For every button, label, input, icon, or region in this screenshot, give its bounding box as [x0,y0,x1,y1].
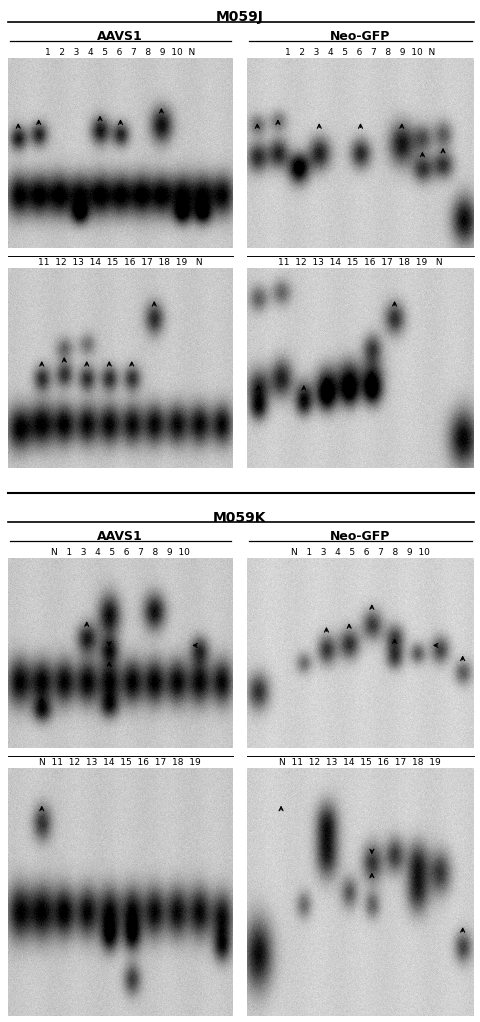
Text: N   1   3   4   5   6   7   8   9  10: N 1 3 4 5 6 7 8 9 10 [50,548,190,557]
Text: AAVS1: AAVS1 [97,30,143,43]
Text: 11  12  13  14  15  16  17  18  19   N: 11 12 13 14 15 16 17 18 19 N [278,258,442,267]
Text: N  11  12  13  14  15  16  17  18  19: N 11 12 13 14 15 16 17 18 19 [39,758,201,766]
Text: 11  12  13  14  15  16  17  18  19   N: 11 12 13 14 15 16 17 18 19 N [38,258,202,267]
Text: M059J: M059J [216,10,264,24]
Text: AAVS1: AAVS1 [97,530,143,543]
Text: Neo-GFP: Neo-GFP [330,530,390,543]
Text: N   1   3   4   5   6   7   8   9  10: N 1 3 4 5 6 7 8 9 10 [290,548,430,557]
Text: Neo-GFP: Neo-GFP [330,30,390,43]
Text: 1   2   3   4   5   6   7   8   9  10  N: 1 2 3 4 5 6 7 8 9 10 N [45,48,195,57]
Text: 1   2   3   4   5   6   7   8   9  10  N: 1 2 3 4 5 6 7 8 9 10 N [285,48,435,57]
Text: M059K: M059K [213,511,267,525]
Text: N  11  12  13  14  15  16  17  18  19: N 11 12 13 14 15 16 17 18 19 [279,758,441,766]
